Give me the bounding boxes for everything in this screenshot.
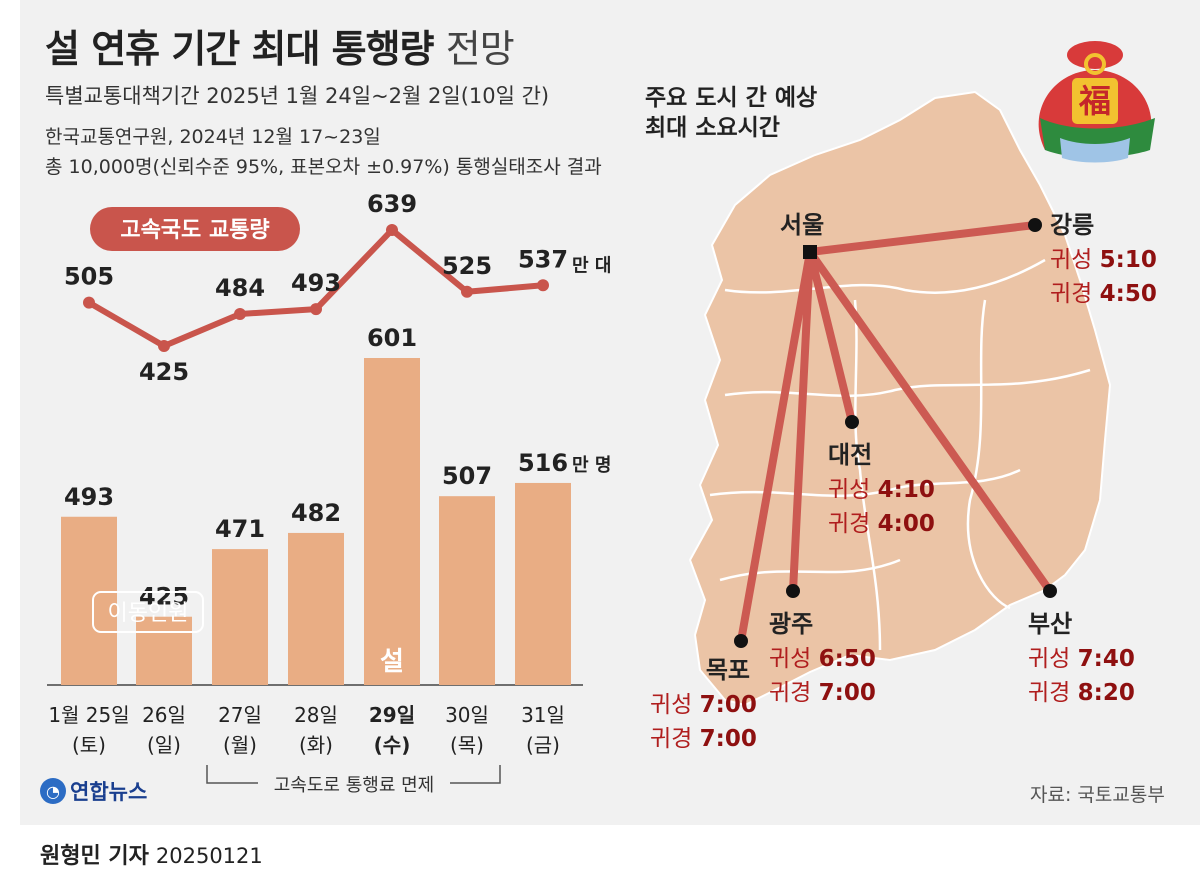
svg-text:福: 福 [1078,82,1111,120]
x-tick-weekday: (토) [72,733,106,757]
line-point [158,339,170,352]
route-lines [737,221,1054,645]
line-point [234,308,246,321]
line-series-name: 고속국도 교통량 [120,218,269,243]
line-value-label: 537 [518,245,568,273]
bar [136,616,192,685]
outbound-time: 귀성 7:00 [650,692,757,718]
globe-icon: ◔ [40,778,66,804]
holiday-marker-label: 설 [380,647,404,677]
return-time: 귀경 7:00 [769,680,876,706]
route-gangneung: 강릉 귀성 5:10 귀경 4:50 [1050,205,1157,308]
bar-value-label: 507 [442,462,492,490]
source-note: 자료: 국토교통부 [1030,784,1165,806]
x-tick-label: 28일 [294,703,338,727]
x-tick-weekday: (수) [374,733,411,757]
bar [212,549,268,685]
outbound-time: 귀성 7:40 [1028,646,1135,672]
bar-series-badge [92,591,204,633]
x-tick-weekday: (월) [223,733,257,757]
yonhap-logo: ◔ 연합뉴스 [40,776,147,806]
map-heading-line1: 주요 도시 간 예상 [645,85,818,111]
x-tick-label: 29일 [369,703,415,727]
bar [364,358,420,685]
author-credit: 원형민 기자 20250121 [40,844,263,869]
x-tick-label: 26일 [142,703,186,727]
bar-value-label: 493 [64,483,114,511]
x-tick-weekday: (일) [147,733,181,757]
city-name: 부산 [1028,610,1073,638]
city-name: 대전 [828,441,873,469]
bar-series-name: 이동인원 [108,601,189,626]
mokpo-marker [734,634,748,648]
title-suffix: 전망 [445,27,515,71]
busan-marker [1043,584,1057,598]
return-time: 귀경 4:50 [1050,281,1157,307]
bar [515,482,571,685]
bar [439,496,495,685]
gwangju-marker [786,584,800,598]
line-value-label: 505 [64,263,114,291]
gangneung-marker [1028,218,1042,232]
line-value-label: 484 [215,274,265,302]
bar [61,516,117,685]
page-title: 설 연휴 기간 최대 통행량 전망 [45,27,515,71]
x-tick-label: 27일 [218,703,262,727]
bar-value-label: 482 [291,499,341,527]
outbound-time: 귀성 5:10 [1050,247,1157,273]
route-busan: 부산 귀성 7:40 귀경 8:20 [1028,604,1135,707]
line-value-label: 639 [367,190,417,218]
city-name: 목포 [705,656,750,684]
x-tick-label: 30일 [445,703,489,727]
route-gwangju: 광주 귀성 6:50 귀경 7:00 [769,604,876,707]
bar-value-label: 516 [518,449,568,477]
map-heading-line2: 최대 소요시간 [645,115,780,141]
outbound-time: 귀성 6:50 [769,646,876,672]
route-daejeon: 대전 귀성 4:10 귀경 4:00 [828,435,935,538]
korea-route-map: 福 [688,41,1155,707]
return-time: 귀경 8:20 [1028,680,1135,706]
x-tick-weekday: (화) [299,733,333,757]
return-time: 귀경 4:00 [828,511,935,537]
toll-free-label-bg [258,772,450,794]
logo-text: 연합뉴스 [70,780,148,804]
line-unit-label: 만 대 [572,255,611,276]
line-point [461,285,473,298]
line-value-label: 525 [442,252,492,280]
bar-value-label: 471 [215,515,265,543]
traffic-chart: 493 1월 25일 (토) 425 26일 (일) 471 27일 (월) 482 28일 (화) 6… [47,190,611,796]
survey-method-line: 총 10,000명(신뢰수준 95%, 표본오차 ±0.97%) 통행실태조사 … [45,156,602,178]
x-tick-label: 1월 25일 [48,703,129,727]
city-name: 광주 [769,610,814,638]
bar-unit-label: 만 명 [572,455,611,476]
toll-free-label: 고속도로 통행료 면제 [274,775,434,796]
line-point [83,296,95,309]
line-series-badge [90,207,300,251]
line-value-label: 425 [139,358,189,386]
line-value-label: 493 [291,269,341,297]
route-mokpo: 목포 귀성 7:00 귀경 7:00 [650,650,757,753]
outbound-time: 귀성 4:10 [828,477,935,503]
period-subtitle: 특별교통대책기간 2025년 1월 24일~2월 2일(10일 간) [45,84,550,108]
x-tick-weekday: (목) [450,733,484,757]
x-tick-label: 31일 [521,703,565,727]
seoul-marker [803,245,817,259]
line-point [537,279,549,292]
survey-source-line: 한국교통연구원, 2024년 12월 17~23일 [45,126,381,148]
line-point [310,303,322,316]
bar-value-label: 425 [139,583,189,611]
city-label-seoul: 서울 [780,211,825,239]
bar [288,532,344,685]
lucky-bag-icon: 福 [1038,41,1155,163]
x-tick-weekday: (금) [526,733,560,757]
daejeon-marker [845,415,859,429]
line-point [386,224,398,236]
return-time: 귀경 7:00 [650,726,757,752]
bar-value-label: 601 [367,324,417,352]
city-name: 강릉 [1050,211,1095,239]
